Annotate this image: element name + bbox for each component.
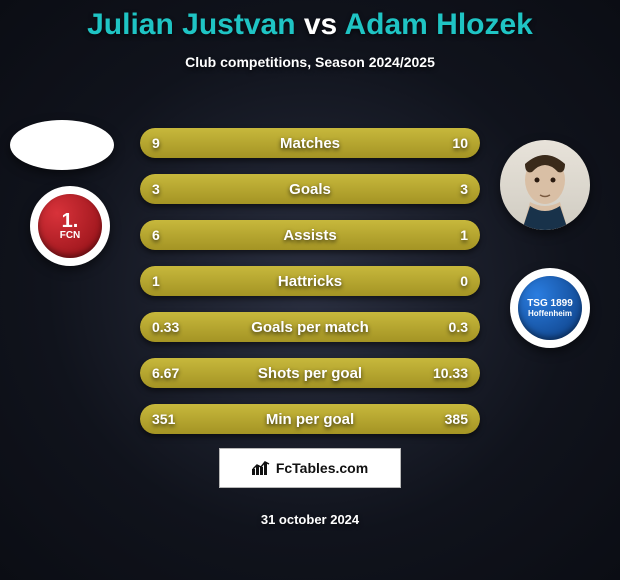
vs-text: vs: [304, 8, 337, 41]
player2-club-badge: TSG 1899 Hoffenheim: [510, 268, 590, 348]
hoffenheim-badge-icon: TSG 1899 Hoffenheim: [518, 276, 582, 340]
player1-name: Julian Justvan: [87, 8, 295, 41]
metric-label: Goals per match: [140, 312, 480, 342]
stat-row: 351385Min per goal: [140, 404, 480, 434]
metric-label: Goals: [140, 174, 480, 204]
metric-label: Min per goal: [140, 404, 480, 434]
metric-label: Shots per goal: [140, 358, 480, 388]
comparison-chart: 910Matches 33Goals 61Assists 10Hattricks 0.3…: [140, 128, 480, 450]
stat-row: 6.6710.33Shots per goal: [140, 358, 480, 388]
metric-label: Assists: [140, 220, 480, 250]
stat-row: 10Hattricks: [140, 266, 480, 296]
generation-date: 31 october 2024: [0, 512, 620, 527]
comparison-title: Julian Justvan vs Adam Hlozek: [0, 8, 620, 42]
player1-club-badge: 1. FCN: [30, 186, 110, 266]
player2-name: Adam Hlozek: [344, 8, 532, 41]
stat-row: 61Assists: [140, 220, 480, 250]
fcn-badge-icon: 1. FCN: [38, 194, 102, 258]
subtitle: Club competitions, Season 2024/2025: [0, 54, 620, 70]
stat-row: 910Matches: [140, 128, 480, 158]
stat-row: 0.330.3Goals per match: [140, 312, 480, 342]
fctables-label: FcTables.com: [276, 460, 368, 476]
bar-chart-icon: [252, 460, 270, 476]
metric-label: Hattricks: [140, 266, 480, 296]
player2-avatar: [500, 140, 590, 230]
stat-row: 33Goals: [140, 174, 480, 204]
metric-label: Matches: [140, 128, 480, 158]
face-icon: [510, 150, 580, 230]
fctables-badge[interactable]: FcTables.com: [219, 448, 401, 488]
player1-avatar: [10, 120, 114, 170]
